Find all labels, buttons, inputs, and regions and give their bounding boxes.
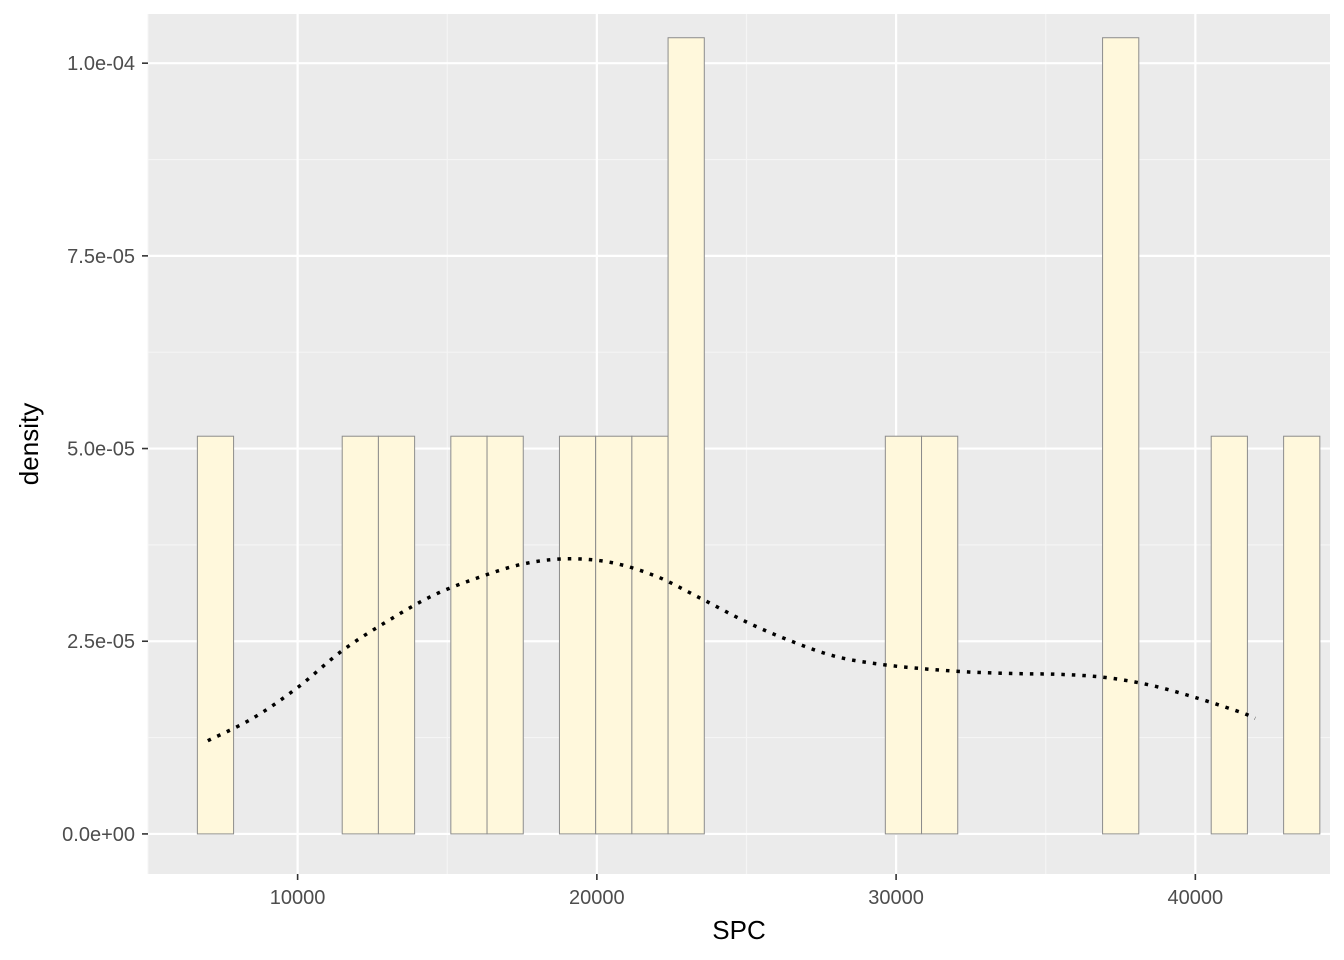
- histogram-bar: [1283, 435, 1321, 835]
- histogram-bar: [921, 435, 959, 835]
- histogram-bar: [631, 435, 669, 835]
- x-tick-label: 40000: [1168, 887, 1224, 909]
- y-tick-label: 2.5e-05: [67, 631, 135, 653]
- histogram-bar: [196, 435, 235, 835]
- histogram-bar: [1102, 37, 1140, 835]
- x-tick-label: 30000: [868, 887, 924, 909]
- y-tick-label: 0.0e+00: [62, 824, 135, 846]
- density-curve: [207, 557, 1256, 743]
- histogram-bar: [486, 435, 524, 835]
- histogram-bar: [595, 435, 633, 835]
- histogram-bar: [1210, 435, 1248, 835]
- axis-tick-labels: 10000 20000 30000 40000 0.0e+00 2.5e-05 5.0e-0…: [62, 53, 1223, 909]
- x-axis-title: SPC: [712, 915, 765, 945]
- x-tick-label: 10000: [270, 887, 326, 909]
- histogram-bar: [341, 435, 379, 835]
- histogram-bars: [196, 37, 1321, 835]
- histogram-bar: [377, 435, 416, 835]
- histogram-bar: [558, 435, 597, 835]
- y-axis-title: density: [14, 403, 44, 485]
- y-tick-label: 5.0e-05: [67, 439, 135, 461]
- panel-background: [148, 14, 1330, 874]
- histogram-bar: [667, 37, 705, 835]
- histogram-bar: [884, 435, 923, 835]
- histogram-bar: [450, 435, 488, 835]
- y-tick-label: 7.5e-05: [67, 246, 135, 268]
- axis-ticks: [142, 62, 1197, 880]
- x-tick-label: 20000: [569, 887, 625, 909]
- y-tick-label: 1.0e-04: [67, 53, 135, 75]
